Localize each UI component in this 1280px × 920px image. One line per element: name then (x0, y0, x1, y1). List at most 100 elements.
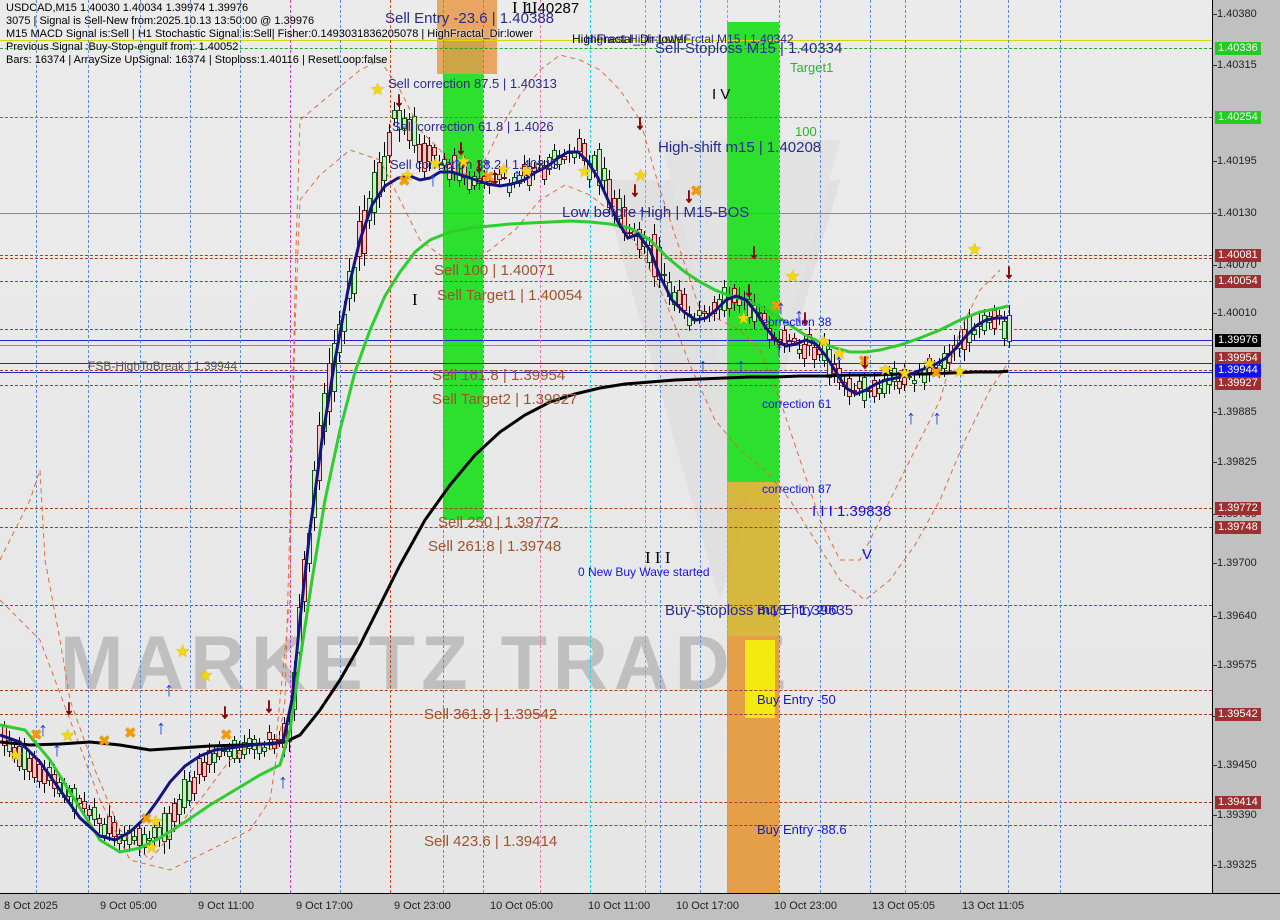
session-divider-15 (727, 0, 728, 893)
level-line-red (0, 281, 1212, 282)
time-tick-label: 13 Oct 05:05 (872, 900, 935, 912)
chart-annotation: Sell 361.8 | 1.39542 (424, 706, 558, 723)
level-line-red (0, 508, 1212, 509)
price-level-badge: 1.39748 (1215, 521, 1261, 534)
sell-zone-1 (443, 40, 483, 520)
session-divider-11 (590, 0, 591, 893)
price-level-badge: 1.39954 (1215, 352, 1261, 365)
time-tick-label: 9 Oct 11:00 (198, 900, 255, 912)
level-line-red (0, 329, 1212, 330)
time-tick-label: 9 Oct 23:00 (394, 900, 451, 912)
session-divider-14 (700, 0, 701, 893)
chart-annotation: I I I 1.39838 (812, 503, 892, 520)
chart-annotation: Buy Entry 200 (757, 602, 839, 617)
chart-annotation: Sell Target2 | 1.39927 (432, 391, 578, 408)
level-line-red (0, 258, 1212, 259)
session-divider-6 (340, 0, 341, 893)
price-tick-label: 1.40195 (1213, 155, 1257, 167)
price-tick-label: 1.39325 (1213, 859, 1257, 871)
time-tick-label: 10 Oct 05:00 (490, 900, 553, 912)
level-line-blue (0, 340, 1212, 341)
chart-annotation: Target1 (790, 60, 834, 75)
chart-info-header: USDCAD,M15 1.40030 1.40034 1.39974 1.399… (6, 2, 533, 67)
price-tick-label: 1.39885 (1213, 406, 1257, 418)
session-divider-16 (779, 0, 780, 893)
time-tick-label: 8 Oct 2025 (4, 900, 58, 912)
level-line-green (0, 48, 1212, 49)
level-line-red (0, 825, 1212, 826)
price-level-badge: 1.40054 (1215, 275, 1261, 288)
price-level-badge: 1.39944 (1215, 364, 1261, 377)
elliott-wave-label: I (412, 290, 418, 309)
chart-annotation: 0 New Buy Wave started (578, 565, 710, 579)
info-line-symbol-ohlc: USDCAD,M15 1.40030 1.40034 1.39974 1.399… (6, 2, 249, 14)
price-tick-label: 1.40315 (1213, 59, 1257, 71)
level-line-red (0, 255, 1212, 256)
session-divider-13 (660, 0, 661, 893)
session-divider-22 (1060, 0, 1061, 893)
price-level-badge: 1.39414 (1215, 796, 1261, 809)
price-level-badge: 1.40336 (1215, 42, 1261, 55)
time-tick-label: 9 Oct 05:00 (100, 900, 157, 912)
price-tick-label: 1.39700 (1213, 557, 1257, 569)
chart-annotation: Buy Entry -50 (757, 692, 836, 707)
level-line-red (0, 605, 1212, 606)
chart-annotation: Sell Target1 | 1.40054 (437, 287, 583, 304)
level-line-yellow (0, 40, 1212, 41)
price-level-badge: 1.40254 (1215, 111, 1261, 124)
price-tick-label: 1.40380 (1213, 8, 1257, 20)
chart-annotation: Sell 261.8 | 1.39748 (428, 538, 562, 555)
chart-annotation: Sell-Stoploss M15 | 1.40334 (655, 40, 843, 57)
price-tick-label: 1.39640 (1213, 610, 1257, 622)
time-tick-label: 9 Oct 17:00 (296, 900, 353, 912)
chart-annotation: Sell 423.6 | 1.39414 (424, 833, 558, 850)
time-tick-label: 13 Oct 11:05 (962, 900, 1025, 912)
chart-annotation: Sell 161.8 | 1.39954 (432, 367, 566, 384)
level-line-red (0, 690, 1212, 691)
time-axis[interactable]: 8 Oct 2025 9 Oct 05:00 9 Oct 11:00 9 Oct 17… (0, 893, 1280, 920)
level-line-red (0, 714, 1212, 715)
chart-annotation: Low before High | M15-BOS (562, 204, 750, 221)
chart-annotation: Sell correction 61.8 | 1.4026 (392, 119, 554, 134)
info-line-previous-signal: Previous Signal :Buy-Stop-engulf from: 1… (6, 41, 239, 53)
price-tick-label: 1.39450 (1213, 759, 1257, 771)
session-divider-2 (140, 0, 141, 893)
chart-annotation: V (862, 546, 873, 563)
time-tick-label: 10 Oct 23:00 (774, 900, 837, 912)
chart-annotation: correction 87 (762, 482, 832, 496)
chart-annotation: High-shift m15 | 1.40208 (658, 139, 822, 156)
level-line-red (0, 527, 1212, 528)
info-line-bars: Bars: 16374 | ArraySize UpSignal: 16374 … (6, 54, 388, 66)
price-level-badge: 1.39927 (1215, 377, 1261, 390)
chart-annotation: I V (712, 86, 731, 103)
chart-annotation: FSB-HighToBreak | 1.39944 (88, 359, 238, 373)
info-line-indicators: M15 MACD Signal is:Sell | H1 Stochastic … (6, 28, 534, 40)
time-tick-label: 10 Oct 17:00 (676, 900, 739, 912)
chart-annotation: Sell correction 87.5 | 1.40313 (388, 76, 557, 91)
session-divider-18 (870, 0, 871, 893)
price-tick-label: 1.39825 (1213, 456, 1257, 468)
session-divider-5 (290, 0, 291, 893)
chart-annotation: Sell 250 | 1.39772 (438, 514, 559, 531)
elliott-wave-label: I I I (512, 0, 538, 17)
session-divider-20 (960, 0, 961, 893)
price-level-badge: 1.39976 (1215, 334, 1261, 347)
price-level-badge: 1.39772 (1215, 502, 1261, 515)
price-axis[interactable]: 1.40380 1.40315 1.40195 1.40130 1.40070 1.400… (1212, 0, 1280, 893)
price-level-badge: 1.39542 (1215, 708, 1261, 721)
chart-plot-area[interactable]: MARKETZ TRADE Sell Entry -23.6 | 1.4038 (0, 0, 1212, 893)
level-line-red (0, 385, 1212, 386)
chart-annotation: correction 61 (762, 397, 832, 411)
session-divider-17 (820, 0, 821, 893)
level-line-grey (0, 345, 1212, 346)
info-line-signal: 3075 | Signal is Sell-New from:2025.10.1… (6, 15, 315, 27)
price-tick-label: 1.39575 (1213, 659, 1257, 671)
session-divider-1 (88, 0, 89, 893)
chart-annotation: 100 (795, 124, 817, 139)
price-tick-label: 1.40010 (1213, 307, 1257, 319)
chart-annotation: Sell Entry -23.6 | 1.40388 (385, 10, 554, 27)
price-tick-label: 1.40130 (1213, 207, 1257, 219)
price-tick-label: 1.39390 (1213, 809, 1257, 821)
session-divider-21 (1008, 0, 1009, 893)
price-level-badge: 1.40081 (1215, 249, 1261, 262)
